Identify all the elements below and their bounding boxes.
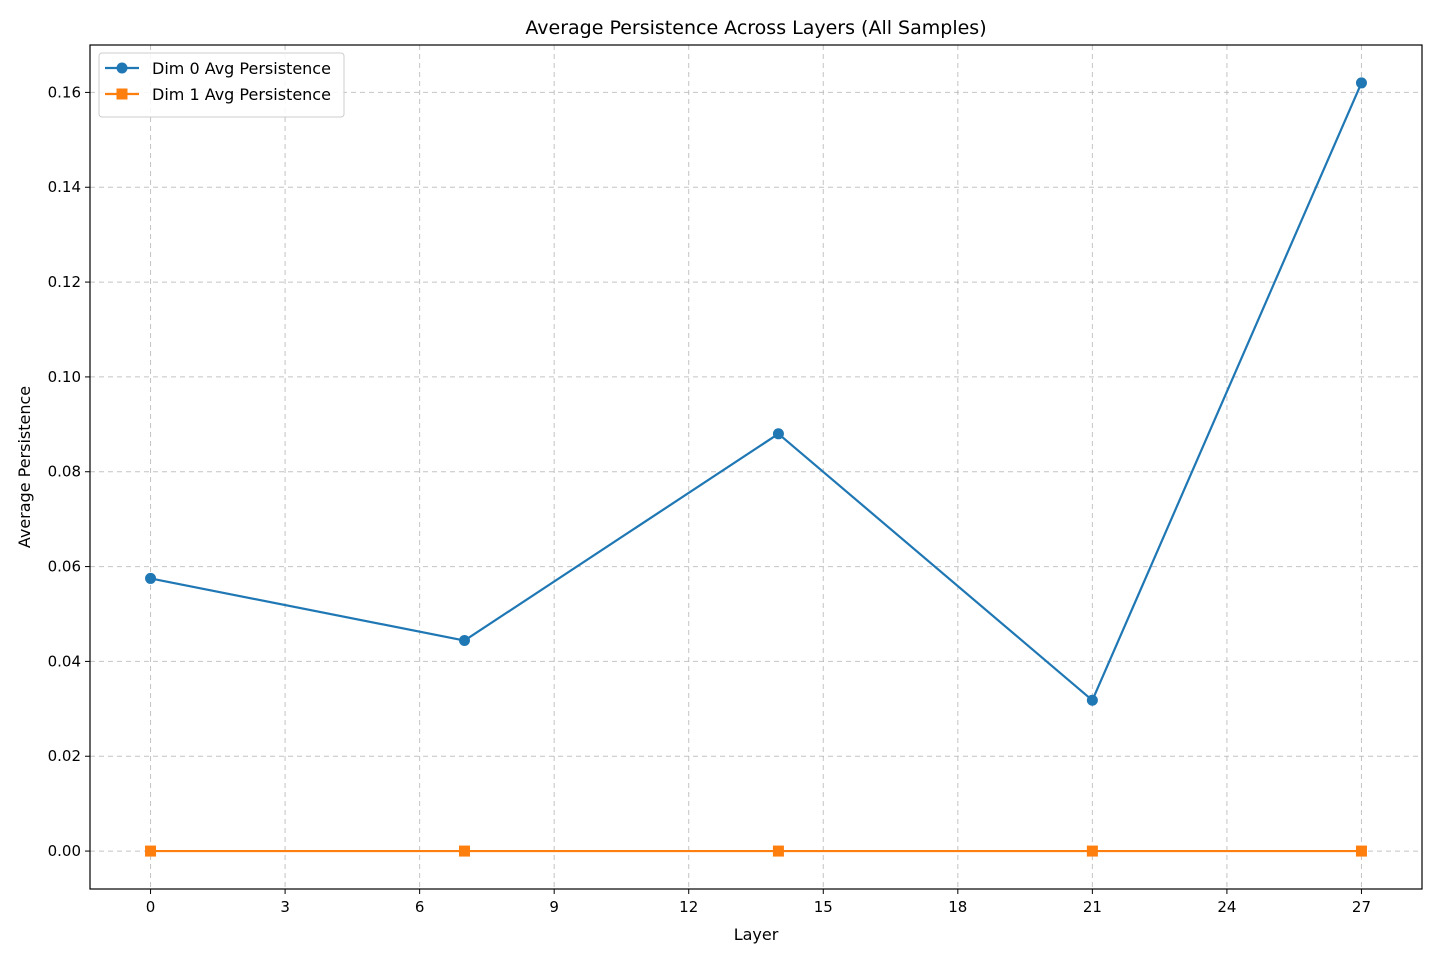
data-point-marker: [1086, 694, 1098, 706]
data-point-marker: [458, 845, 470, 857]
legend-label: Dim 1 Avg Persistence: [152, 85, 331, 104]
x-tick-label: 27: [1352, 898, 1371, 916]
x-tick-label: 15: [814, 898, 833, 916]
chart-title: Average Persistence Across Layers (All S…: [525, 17, 986, 39]
data-point-marker: [145, 572, 157, 584]
data-point-marker: [1355, 77, 1367, 89]
legend: Dim 0 Avg Persistence Dim 1 Avg Persisten…: [98, 52, 345, 118]
legend-box: [98, 52, 345, 118]
y-tick-label: 0.06: [48, 558, 81, 576]
y-axis-label: Average Persistence: [15, 386, 34, 548]
data-point-marker: [145, 845, 157, 857]
y-tick-label: 0.00: [48, 842, 81, 860]
x-tick-label: 3: [280, 898, 290, 916]
y-tick-label: 0.04: [48, 652, 81, 670]
data-point-marker: [458, 635, 470, 647]
grid: [90, 45, 1422, 889]
x-tick-label: 12: [679, 898, 698, 916]
plot-area-frame: [89, 44, 1423, 890]
x-tick-label: 0: [146, 898, 156, 916]
legend-marker: [116, 88, 128, 100]
data-point-marker: [772, 845, 784, 857]
x-tick-label: 24: [1217, 898, 1236, 916]
data-point-marker: [1355, 845, 1367, 857]
y-tick-label: 0.10: [48, 368, 81, 386]
legend-label: Dim 0 Avg Persistence: [152, 59, 331, 78]
series-0: [145, 77, 1367, 706]
y-tick-label: 0.02: [48, 747, 81, 765]
legend-entry: Dim 1 Avg Persistence: [105, 85, 331, 104]
series-layer: [145, 77, 1367, 857]
legend-entry: Dim 0 Avg Persistence: [105, 59, 331, 78]
x-axis-ticks: 0 3 6 9 12 15 18 21 24 27: [146, 889, 1371, 916]
y-axis-ticks: 0.00 0.02 0.04 0.06 0.08 0.10 0.12 0.14 0.16: [48, 83, 90, 860]
x-tick-label: 18: [948, 898, 967, 916]
x-tick-label: 21: [1083, 898, 1102, 916]
x-tick-label: 9: [549, 898, 559, 916]
y-tick-label: 0.16: [48, 83, 81, 101]
legend-marker: [116, 62, 128, 74]
x-tick-label: 6: [415, 898, 425, 916]
y-tick-label: 0.14: [48, 178, 81, 196]
x-axis-label: Layer: [734, 925, 779, 944]
data-point-marker: [772, 428, 784, 440]
y-tick-label: 0.08: [48, 463, 81, 481]
data-point-marker: [1086, 845, 1098, 857]
series-1: [145, 845, 1367, 857]
y-tick-label: 0.12: [48, 273, 81, 291]
